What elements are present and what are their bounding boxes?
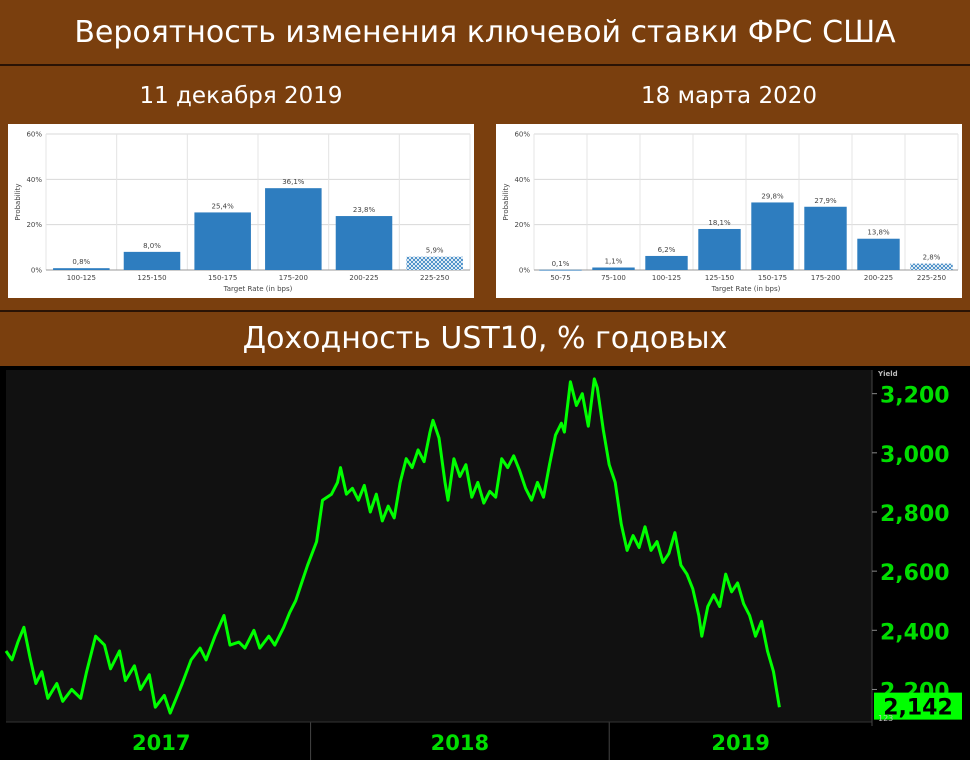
y-tick-label: 3,200 — [880, 384, 950, 409]
x-tick-label: 200-225 — [349, 274, 378, 282]
last-value-box — [874, 692, 962, 720]
y-tick-label: 40% — [26, 176, 42, 184]
y-tick-label: 60% — [26, 131, 42, 139]
y-axis-title: Probability — [502, 183, 510, 220]
x-tick-label: 175-200 — [279, 274, 308, 282]
yield-line — [4, 377, 781, 715]
subtitle-dec-2019: 11 декабря 2019 — [139, 83, 343, 109]
x-tick-label: 75-100 — [601, 274, 626, 282]
x-tick-label: 2019 — [711, 731, 769, 755]
x-tick-label: 125-150 — [137, 274, 166, 282]
x-tick-label: 100-125 — [67, 274, 96, 282]
bar-value-label: 29,8% — [761, 192, 784, 200]
y-tick-label: 2,600 — [880, 561, 950, 586]
bar — [751, 202, 794, 270]
bar — [592, 267, 635, 270]
bar-value-label: 5,9% — [426, 247, 444, 255]
x-tick-label: 125-150 — [705, 274, 734, 282]
x-tick-label: 150-175 — [208, 274, 237, 282]
x-tick-label: 225-250 — [420, 274, 449, 282]
bar — [265, 188, 322, 270]
bar-value-label: 8,0% — [143, 242, 161, 250]
bar — [194, 212, 251, 270]
bar — [123, 251, 181, 270]
plot-area — [6, 370, 872, 722]
y-tick-label: 40% — [514, 176, 530, 184]
y-tick-label: 2,800 — [880, 502, 950, 527]
bar — [910, 263, 953, 270]
x-tick-label: 200-225 — [864, 274, 893, 282]
probability-chart-dec-2019: 0% 20% 40% 60% 0,8% 100-125 8,0% 125-150 25,4% 15… — [8, 124, 474, 298]
x-tick-label: 150-175 — [758, 274, 787, 282]
yield-chart-svg: 2017 2018 20192,2002,4002,6002,8003,0003,2… — [4, 370, 962, 760]
section-divider — [0, 310, 970, 312]
y-tick-label: 60% — [514, 131, 530, 139]
bar — [53, 268, 110, 270]
x-tick-label: 2017 — [132, 731, 190, 755]
y-tick-label: 0% — [519, 267, 530, 275]
x-axis-title: Target Rate (in bps) — [711, 285, 781, 293]
bar-value-label: 2,8% — [923, 254, 941, 262]
bar — [698, 228, 741, 270]
y-tick-label: 3,000 — [880, 443, 950, 468]
probability-chart-mar-2020-svg: 0% 20% 40% 60% 0,1% 50-75 1,1% 75-100 6,2% 100-12… — [502, 131, 959, 293]
bar-value-label: 6,2% — [658, 246, 676, 254]
bar — [335, 216, 393, 270]
x-tick-label: 225-250 — [917, 274, 946, 282]
bar-value-label: 0,1% — [552, 260, 570, 268]
subtitle-mar-2020: 18 марта 2020 — [641, 83, 817, 109]
bar — [804, 206, 847, 270]
yield-chart: 2017 2018 2019 2,200 2,400 2,600 2,800 3,000 3,2… — [0, 366, 970, 760]
bar — [406, 256, 463, 270]
y-tick-label: 2,400 — [880, 620, 950, 645]
bar-value-label: 1,1% — [605, 258, 623, 266]
bar — [857, 238, 900, 270]
x-tick-label: 175-200 — [811, 274, 840, 282]
bar — [539, 269, 582, 271]
bar-value-label: 27,9% — [814, 197, 837, 205]
bar-value-label: 23,8% — [353, 206, 376, 214]
main-title: Вероятность изменения ключевой ставки ФР… — [0, 0, 970, 66]
bar-value-label: 18,1% — [708, 219, 731, 227]
x-tick-label: 100-125 — [652, 274, 681, 282]
probability-chart-mar-2020: 0% 20% 40% 60% 0,1% 50-75 1,1% 75-100 6,2% 100-12… — [496, 124, 962, 298]
subtitles-row: 11 декабря 2019 18 марта 2020 — [0, 68, 970, 124]
last-value-label: 2,142 — [883, 696, 953, 721]
y-axis-title: Probability — [14, 183, 22, 220]
x-tick-label: 2018 — [431, 731, 489, 755]
bar-value-label: 36,1% — [282, 178, 305, 186]
probability-chart-dec-2019-svg: 0% 20% 40% 60% 0,8% 100-125 8,0% 125-150 25,4% 15… — [14, 131, 471, 293]
bar-value-label: 13,8% — [867, 229, 890, 237]
bar — [645, 255, 688, 270]
x-axis-title: Target Rate (in bps) — [223, 285, 293, 293]
y-axis-title: Yield — [877, 370, 898, 378]
corner-label: 123 — [878, 714, 893, 723]
bar-value-label: 0,8% — [72, 258, 90, 266]
y-tick-label: 20% — [514, 221, 530, 229]
x-tick-label: 50-75 — [550, 274, 570, 282]
yield-title: Доходность UST10, % годовых — [0, 312, 970, 366]
bar-value-label: 25,4% — [212, 202, 235, 210]
y-tick-label: 0% — [31, 267, 42, 275]
y-tick-label: 20% — [26, 221, 42, 229]
